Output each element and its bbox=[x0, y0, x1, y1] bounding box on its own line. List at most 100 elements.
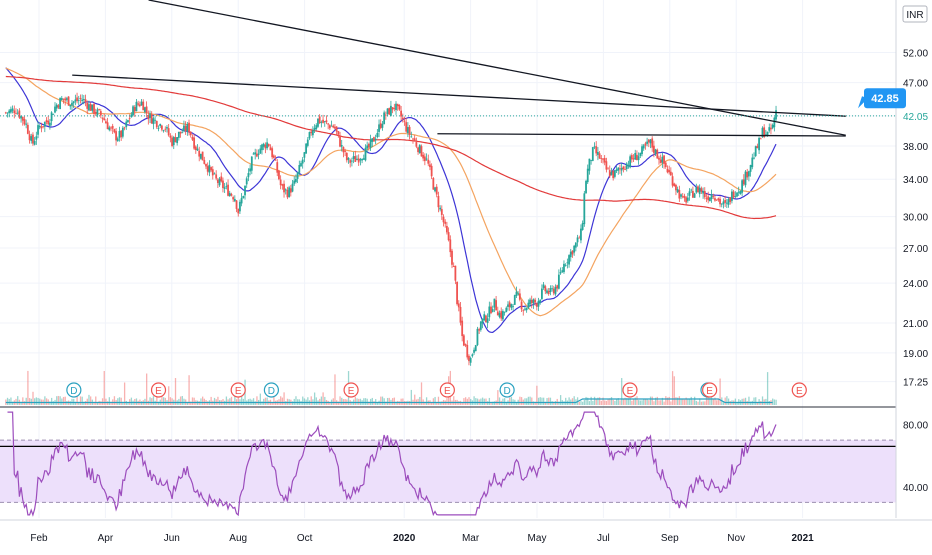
volume-bar bbox=[11, 401, 14, 405]
candle-body bbox=[661, 156, 664, 163]
candle-body bbox=[59, 98, 61, 110]
candle bbox=[94, 108, 97, 116]
candle-body bbox=[446, 225, 448, 233]
candle bbox=[152, 116, 155, 130]
dividend-marker[interactable]: D bbox=[263, 382, 279, 398]
candle-body bbox=[388, 108, 391, 115]
earnings-marker[interactable]: E bbox=[439, 382, 455, 398]
volume-bar bbox=[571, 398, 574, 405]
volume-bar bbox=[464, 397, 467, 405]
candle bbox=[369, 134, 372, 151]
candle-body bbox=[627, 165, 630, 166]
candle-body bbox=[551, 288, 553, 290]
candle bbox=[446, 221, 448, 235]
dividend-marker[interactable]: D bbox=[499, 382, 515, 398]
earnings-marker[interactable]: E bbox=[150, 382, 167, 398]
candle bbox=[459, 302, 462, 326]
earnings-marker[interactable]: E bbox=[702, 382, 718, 398]
candle-body bbox=[471, 354, 474, 357]
candle bbox=[106, 117, 109, 130]
candle bbox=[542, 282, 545, 290]
marker-circle bbox=[230, 382, 246, 398]
candle bbox=[403, 116, 406, 126]
candle-body bbox=[284, 189, 287, 191]
candle-body bbox=[296, 172, 299, 179]
candle bbox=[267, 143, 270, 148]
candle bbox=[43, 121, 46, 133]
candle bbox=[605, 157, 608, 173]
trendlines[interactable] bbox=[72, 0, 846, 137]
candle bbox=[532, 298, 535, 309]
volume-bar bbox=[86, 398, 88, 405]
volume-bar bbox=[598, 397, 601, 405]
candle bbox=[412, 137, 414, 144]
candle bbox=[247, 168, 250, 182]
candle bbox=[200, 153, 202, 160]
volume-bar bbox=[161, 396, 163, 405]
event-markers[interactable]: DEEDEEDEDEE bbox=[66, 382, 807, 398]
candle-body bbox=[154, 119, 156, 121]
candle-body bbox=[23, 118, 26, 125]
candle-body bbox=[749, 165, 752, 172]
candle-body bbox=[305, 143, 307, 154]
trendline-1[interactable] bbox=[148, 0, 846, 136]
candle bbox=[768, 123, 771, 133]
earnings-marker[interactable]: E bbox=[622, 382, 638, 398]
candle bbox=[281, 183, 284, 190]
volume-bar bbox=[463, 398, 465, 405]
candle bbox=[77, 95, 80, 106]
candle-body bbox=[588, 158, 591, 171]
candle-body bbox=[615, 169, 618, 171]
candle-body bbox=[535, 303, 538, 307]
volume-bar bbox=[10, 397, 12, 405]
candle bbox=[661, 152, 664, 168]
candle bbox=[330, 120, 333, 127]
earnings-marker[interactable]: E bbox=[230, 382, 246, 398]
candle-body bbox=[210, 167, 212, 171]
volume-bar bbox=[100, 401, 102, 405]
candle-body bbox=[710, 194, 713, 200]
candle-body bbox=[289, 188, 292, 193]
volume-bar bbox=[392, 398, 394, 405]
candle-body bbox=[320, 121, 323, 123]
candle-body bbox=[26, 124, 29, 134]
candle-body bbox=[383, 112, 386, 125]
volume-bar bbox=[169, 397, 172, 405]
candle bbox=[81, 94, 84, 104]
candle bbox=[529, 297, 531, 307]
volume-bar bbox=[88, 394, 90, 405]
candle-body bbox=[683, 195, 686, 199]
volume-bar bbox=[700, 401, 703, 405]
candle bbox=[517, 291, 520, 296]
earnings-marker[interactable]: E bbox=[343, 382, 359, 398]
candle-body bbox=[697, 186, 699, 193]
candle-body bbox=[700, 188, 703, 192]
candle-body bbox=[43, 121, 46, 127]
volume-bar bbox=[753, 397, 755, 405]
candle-body bbox=[591, 147, 594, 161]
volume-bar bbox=[719, 378, 721, 405]
candle-body bbox=[317, 118, 319, 127]
candle bbox=[449, 235, 452, 258]
candle bbox=[356, 155, 358, 161]
candle bbox=[642, 143, 645, 151]
price-tick-label: 27.00 bbox=[903, 244, 928, 255]
volume-bar bbox=[582, 401, 584, 405]
volume-bar bbox=[643, 399, 645, 405]
candle bbox=[680, 193, 682, 200]
candle bbox=[65, 96, 68, 102]
earnings-marker[interactable]: E bbox=[791, 382, 807, 398]
candle bbox=[637, 152, 640, 165]
trendline-2[interactable] bbox=[72, 74, 846, 117]
dividend-marker[interactable]: D bbox=[66, 382, 82, 398]
candle-body bbox=[547, 291, 550, 294]
volume-bar bbox=[127, 401, 129, 405]
trendline-3[interactable] bbox=[437, 133, 846, 137]
candle bbox=[608, 165, 611, 179]
candle bbox=[580, 224, 582, 244]
volume-bar bbox=[498, 397, 501, 405]
candle-body bbox=[359, 159, 362, 161]
